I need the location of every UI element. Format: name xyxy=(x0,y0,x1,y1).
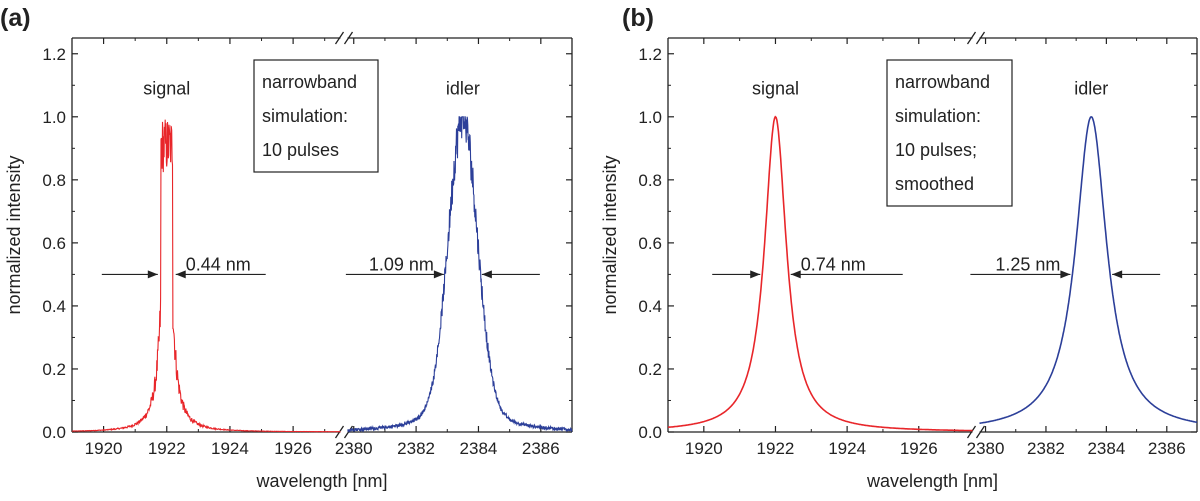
series-signal-label: signal xyxy=(143,79,190,99)
y-tick-label: 1.2 xyxy=(638,45,662,64)
x-tick-label-right: 2386 xyxy=(1148,439,1186,458)
axis-break-mark xyxy=(975,31,986,45)
y-tick-label: 0.6 xyxy=(638,234,662,253)
y-tick-label: 0.2 xyxy=(42,360,66,379)
x-tick-label-left: 1922 xyxy=(148,439,186,458)
fwhm-label-signal: 0.44 nm xyxy=(186,254,251,274)
fwhm-arrowhead-left xyxy=(147,270,158,279)
annotation-line: simulation: xyxy=(262,106,348,126)
annotation-line: 10 pulses; xyxy=(895,140,977,160)
x-tick-label-left: 1924 xyxy=(211,439,249,458)
y-tick-label: 0.8 xyxy=(42,171,66,190)
series-idler-line xyxy=(979,116,1198,425)
series-signal-label: signal xyxy=(752,79,799,99)
x-axis-label: wavelength [nm] xyxy=(866,471,998,491)
x-tick-label-left: 1924 xyxy=(828,439,866,458)
x-tick-label-left: 1920 xyxy=(85,439,123,458)
y-tick-label: 0.4 xyxy=(42,297,66,316)
x-tick-label-right: 2384 xyxy=(1087,439,1125,458)
annotation-line: simulation: xyxy=(895,106,981,126)
fwhm-label-idler: 1.09 nm xyxy=(369,254,434,274)
series-idler-line xyxy=(347,116,573,433)
annotation-line: narrowband xyxy=(262,72,357,92)
y-tick-label: 1.0 xyxy=(42,108,66,127)
series-idler-label: idler xyxy=(446,79,480,99)
fwhm-arrowhead-left xyxy=(750,270,761,279)
series-idler-label: idler xyxy=(1074,79,1108,99)
panel-label: (b) xyxy=(622,4,654,32)
y-tick-label: 0.6 xyxy=(42,234,66,253)
x-tick-label-right: 2382 xyxy=(397,439,435,458)
series-signal-line xyxy=(71,119,341,433)
x-tick-label-right: 2384 xyxy=(460,439,498,458)
axis-break-mark xyxy=(966,31,977,45)
y-tick-label: 0.4 xyxy=(638,297,662,316)
x-tick-label-right: 2380 xyxy=(967,439,1005,458)
x-tick-label-left: 1922 xyxy=(757,439,795,458)
y-axis-label: normalized intensity xyxy=(600,155,620,314)
axis-break-mark xyxy=(966,425,977,439)
axis-break-mark xyxy=(334,31,345,45)
annotation-box xyxy=(886,59,1013,207)
fwhm-arrowhead-left xyxy=(1060,270,1071,279)
fwhm-label-idler: 1.25 nm xyxy=(995,254,1060,274)
axis-break-mark xyxy=(975,425,986,439)
y-tick-label: 0.2 xyxy=(638,360,662,379)
fwhm-label-signal: 0.74 nm xyxy=(801,254,866,274)
fwhm-arrowhead-right xyxy=(790,270,801,279)
fwhm-arrowhead-left xyxy=(433,270,444,279)
fwhm-arrowhead-right xyxy=(175,270,186,279)
x-tick-label-left: 1920 xyxy=(685,439,723,458)
panel-b: (b) 0.0 0.2 0.4 0.6 0.8 1.0 1.2 1920 1922 1924 1926… xyxy=(600,4,1198,491)
annotation-line: 10 pulses xyxy=(262,140,339,160)
annotation-line: narrowband xyxy=(895,72,990,92)
y-tick-label: 1.2 xyxy=(42,45,66,64)
annotation-box xyxy=(253,59,379,173)
axis-break-mark xyxy=(343,31,354,45)
y-tick-label: 0.0 xyxy=(42,423,66,442)
x-tick-label-right: 2382 xyxy=(1027,439,1065,458)
y-tick-label: 0.0 xyxy=(638,423,662,442)
x-tick-label-left: 1926 xyxy=(900,439,938,458)
y-axis-label: normalized intensity xyxy=(4,155,24,314)
x-tick-label-right: 2386 xyxy=(522,439,560,458)
x-tick-label-right: 2380 xyxy=(335,439,373,458)
fwhm-arrowhead-right xyxy=(481,270,492,279)
x-axis-label: wavelength [nm] xyxy=(255,471,387,491)
series-signal-line xyxy=(667,115,973,432)
y-tick-label: 0.8 xyxy=(638,171,662,190)
panel-a: (a) 0.0 0.2 0.4 0.6 0.8 1.0 1.2 1920 1922 1924 1926… xyxy=(0,4,573,491)
fwhm-arrowhead-right xyxy=(1112,270,1123,279)
x-tick-label-left: 1926 xyxy=(274,439,312,458)
annotation-line: smoothed xyxy=(895,174,974,194)
y-tick-label: 1.0 xyxy=(638,108,662,127)
panel-label: (a) xyxy=(0,4,31,32)
